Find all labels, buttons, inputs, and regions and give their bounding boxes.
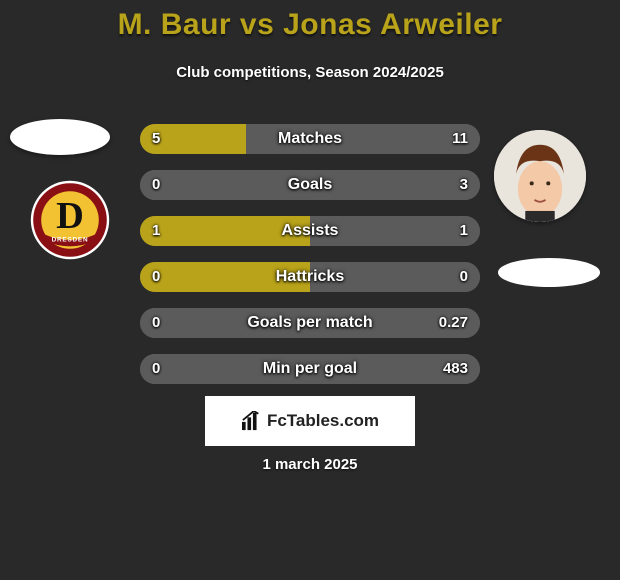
attribution-text: FcTables.com xyxy=(267,411,379,431)
comparison-infographic: M. Baur vs Jonas Arweiler Club competiti… xyxy=(0,0,620,580)
page-title: M. Baur vs Jonas Arweiler xyxy=(0,8,620,42)
player-right-face xyxy=(494,130,586,222)
player-right-club-badge xyxy=(498,258,600,287)
stat-bar-right xyxy=(140,354,480,384)
stat-bar-right xyxy=(140,308,480,338)
stat-bar-left xyxy=(140,124,246,154)
attribution: FcTables.com xyxy=(205,396,415,446)
date-label: 1 march 2025 xyxy=(0,456,620,473)
stat-row: 0483Min per goal xyxy=(140,354,480,384)
fctables-icon xyxy=(241,411,263,431)
stat-row: 511Matches xyxy=(140,124,480,154)
stat-row: 00Hattricks xyxy=(140,262,480,292)
player-left-avatar xyxy=(10,119,110,155)
stat-row: 11Assists xyxy=(140,216,480,246)
svg-text:D: D xyxy=(56,195,84,237)
stat-row: 03Goals xyxy=(140,170,480,200)
stat-bar-right xyxy=(310,262,480,292)
subtitle: Club competitions, Season 2024/2025 xyxy=(0,64,620,81)
stat-row: 00.27Goals per match xyxy=(140,308,480,338)
stat-bar-right xyxy=(246,124,480,154)
svg-text:DRESDEN: DRESDEN xyxy=(52,237,89,244)
stat-bars: 511Matches 03Goals 11Assists 00Hattricks 00.… xyxy=(140,124,480,400)
stat-bar-left xyxy=(140,216,310,246)
dresden-badge: D DRESDEN xyxy=(30,180,110,260)
stat-bar-right xyxy=(140,170,480,200)
player-right-avatar xyxy=(494,130,586,222)
player-left-club-badge: D DRESDEN xyxy=(30,180,110,260)
stat-bar-left xyxy=(140,262,310,292)
stat-bar-right xyxy=(310,216,480,246)
dresden-badge-svg: D DRESDEN xyxy=(30,180,110,260)
